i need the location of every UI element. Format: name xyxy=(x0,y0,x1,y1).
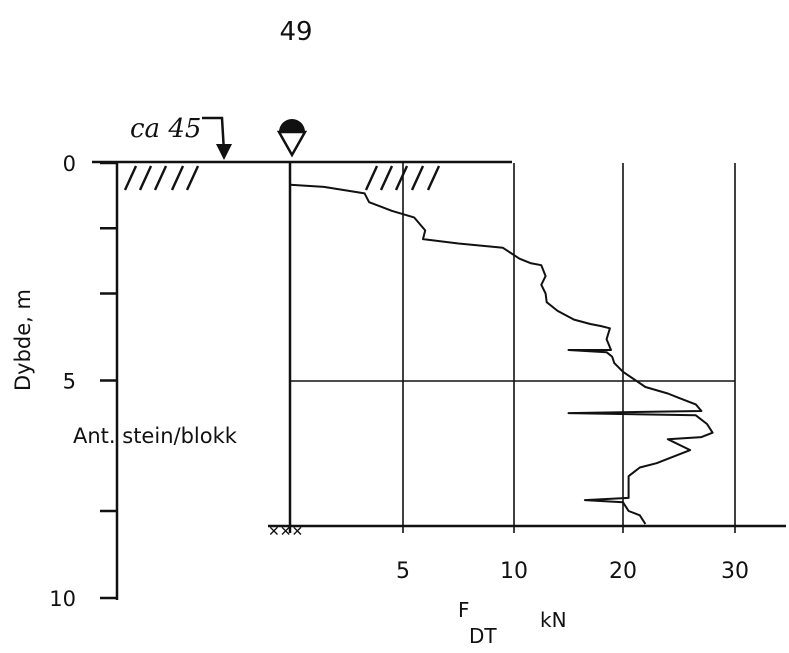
y-tick-label: 5 xyxy=(63,370,76,394)
stop-symbol-icon: ✕✕✕ xyxy=(268,524,303,540)
sounding-symbol-icon xyxy=(276,119,308,158)
y-tick-label: 10 xyxy=(49,587,76,611)
x-axis-label: F DT kN xyxy=(458,598,567,648)
ground-surface xyxy=(92,160,512,191)
page-number: 49 xyxy=(279,17,312,47)
arrow-down-icon xyxy=(216,144,232,160)
series-line-resistance xyxy=(289,183,714,525)
ground-level-label: ca 45 xyxy=(130,114,201,144)
ground-level-annotation: ca 45 xyxy=(130,114,232,160)
x-axis-unit: kN xyxy=(540,608,567,632)
x-tick-labels: 5 10 20 30 xyxy=(396,559,749,584)
x-tick-label: 5 xyxy=(396,559,410,584)
y-axis-label: Dybde, m xyxy=(11,289,35,391)
x-tick-label: 20 xyxy=(609,559,637,584)
x-gridlines xyxy=(402,163,736,533)
boulder-note: Ant. stein/blokk xyxy=(73,424,238,448)
y-axis: 0 5 10 Dybde, m xyxy=(11,152,119,611)
x-tick-label: 10 xyxy=(500,559,528,584)
x-axis-label-main: F xyxy=(458,598,470,622)
x-axis-label-sub: DT xyxy=(469,624,497,648)
y-tick-label: 0 xyxy=(63,152,76,176)
x-tick-label: 30 xyxy=(721,559,749,584)
